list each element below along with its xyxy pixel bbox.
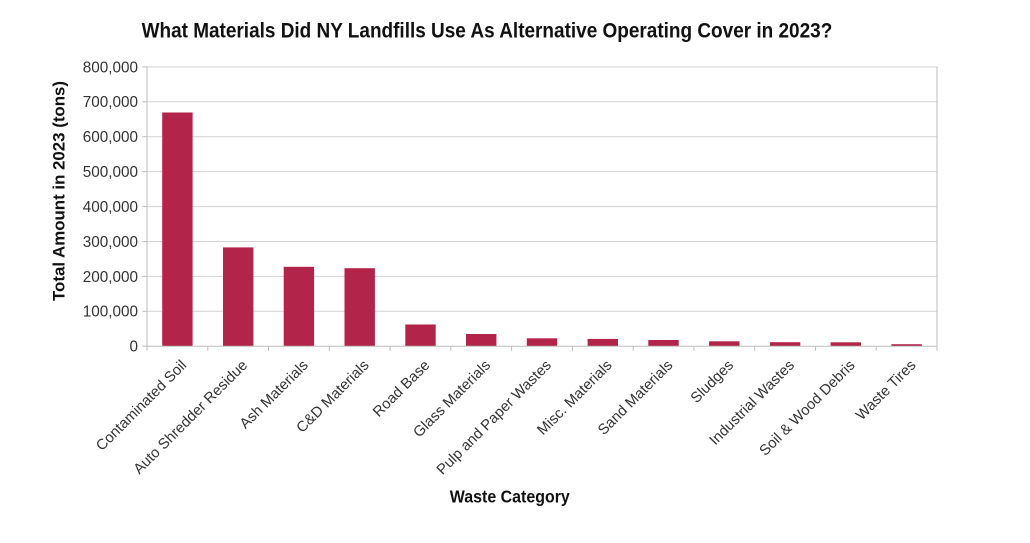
svg-text:700,000: 700,000 bbox=[83, 94, 138, 111]
svg-text:100,000: 100,000 bbox=[83, 304, 138, 321]
svg-text:Total Amount in 2023 (tons): Total Amount in 2023 (tons) bbox=[51, 81, 69, 301]
svg-text:300,000: 300,000 bbox=[83, 234, 138, 251]
svg-text:500,000: 500,000 bbox=[83, 164, 138, 181]
svg-text:600,000: 600,000 bbox=[83, 129, 138, 146]
svg-text:800,000: 800,000 bbox=[83, 59, 138, 76]
svg-text:400,000: 400,000 bbox=[83, 199, 138, 216]
svg-text:0: 0 bbox=[129, 339, 138, 356]
svg-text:What Materials Did NY Landfill: What Materials Did NY Landfills Use As A… bbox=[142, 18, 833, 42]
svg-text:200,000: 200,000 bbox=[83, 269, 138, 286]
svg-text:Waste Category: Waste Category bbox=[450, 486, 570, 506]
